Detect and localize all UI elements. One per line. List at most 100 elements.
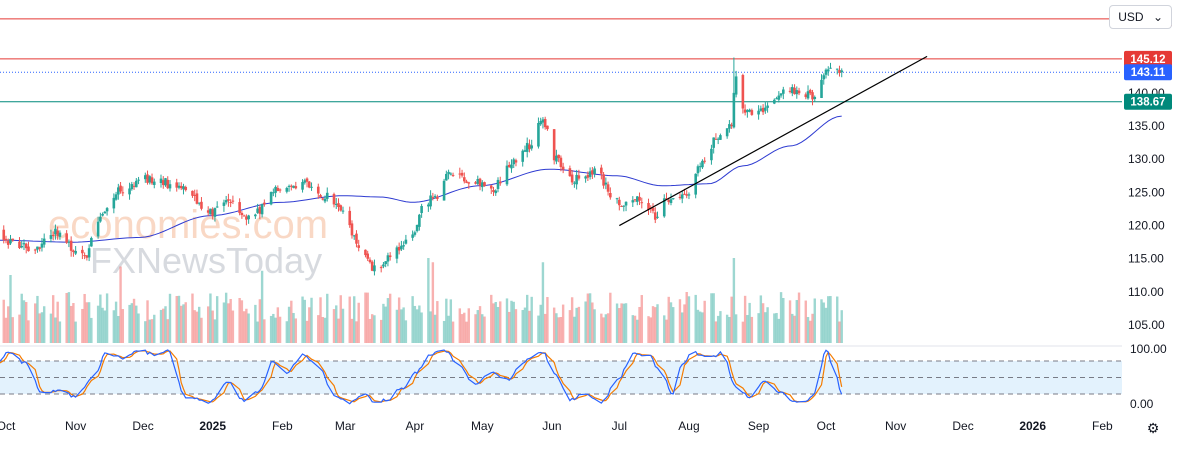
time-axis[interactable]: Oct Nov Dec 2025 Feb Mar Apr May Jun Jul Aug Sep Oct…: [0, 419, 1113, 433]
candle-body: [6, 241, 10, 245]
price-tick-label: 120.00: [1128, 219, 1165, 233]
volume-bar: [85, 302, 89, 343]
volume-bar: [191, 293, 194, 343]
candle-body: [323, 198, 327, 202]
candle-body: [514, 160, 518, 163]
candle-body: [840, 70, 844, 73]
time-tick-label: Sep: [748, 419, 770, 433]
candle-body: [570, 174, 574, 183]
volume-bar: [240, 300, 244, 343]
candle-body: [224, 200, 228, 203]
volume-bar: [258, 299, 262, 343]
candle-body: [397, 247, 401, 251]
candle-body: [651, 207, 655, 211]
volume-bar: [813, 298, 816, 343]
candle-body: [24, 243, 28, 249]
volume-bar: [162, 308, 165, 343]
candle-body: [505, 165, 509, 185]
candle-body: [820, 79, 823, 98]
volume-bar: [570, 297, 574, 343]
candle-body: [476, 179, 480, 184]
price-axis[interactable]: 135.00 130.00 125.00 120.00 115.00 110.00 105.…: [1128, 86, 1167, 411]
volume-bar: [575, 307, 578, 343]
candle-body: [272, 192, 275, 194]
volume-bar: [74, 321, 77, 343]
volume-bar: [402, 307, 405, 343]
candle-body: [541, 119, 545, 123]
price-tick-label: 105.00: [1128, 318, 1165, 332]
trendline-group[interactable]: [619, 55, 928, 227]
candle-body: [222, 202, 226, 206]
volume-bar: [269, 315, 273, 343]
candle-body: [429, 195, 432, 207]
volume-bar: [795, 300, 798, 343]
candle-body: [609, 192, 612, 198]
volume-bar: [649, 317, 652, 343]
volume-bar: [337, 318, 340, 343]
volume-bar: [451, 321, 455, 343]
candle-body: [730, 124, 733, 126]
volume-bar: [791, 313, 794, 343]
candle-body: [732, 92, 736, 128]
candle-body: [370, 261, 374, 271]
candle-body: [263, 202, 266, 205]
volume-bar: [824, 307, 828, 343]
settings-gear-icon[interactable]: ⚙: [1146, 421, 1160, 437]
volume-bar: [586, 293, 590, 343]
volume-bar: [72, 303, 75, 343]
volume-bar: [65, 293, 68, 343]
volume-bar: [339, 295, 342, 343]
candle-body: [366, 253, 369, 259]
volume-bar: [777, 318, 781, 343]
candle-body: [835, 68, 839, 70]
candle-body: [685, 194, 689, 196]
time-tick-label: Feb: [1092, 419, 1113, 433]
volume-bar: [591, 302, 594, 343]
candle-body: [96, 221, 100, 237]
volume-bar: [350, 318, 354, 343]
volume-bar: [541, 262, 545, 343]
candle-body: [382, 264, 385, 267]
price-tick-label: 110.00: [1128, 285, 1164, 299]
volume-bar: [606, 313, 610, 343]
trendline[interactable]: [619, 55, 928, 227]
candle-body: [240, 212, 244, 215]
candle-body: [427, 204, 430, 207]
volume-bar: [600, 313, 603, 343]
price-tick-label: 115.00: [1128, 252, 1164, 266]
candle-body: [301, 182, 304, 190]
candle-body: [191, 190, 194, 196]
candle-body: [638, 196, 641, 201]
watermark-economies: economies.com: [48, 203, 328, 247]
candle-body: [128, 188, 131, 195]
volume-bar: [746, 315, 749, 343]
volume-bar: [615, 303, 619, 343]
volume-bar: [568, 310, 572, 343]
volume-bar: [530, 296, 533, 343]
volume-bar: [838, 321, 841, 343]
volume-bar: [121, 309, 125, 343]
volume-bar: [146, 300, 149, 343]
volume-bar: [788, 300, 792, 343]
candle-body: [716, 138, 720, 140]
volume-bar: [557, 317, 560, 343]
candle-body: [256, 208, 259, 213]
currency-dropdown[interactable]: USD ⌄: [1109, 5, 1172, 29]
volume-bar: [130, 303, 134, 343]
volume-bar: [431, 262, 435, 343]
volume-bar: [681, 312, 684, 343]
volume-bar: [159, 309, 163, 343]
volume-bar: [654, 307, 657, 343]
volume-bar: [573, 316, 576, 343]
candle-body: [197, 202, 201, 204]
volume-bar: [463, 312, 466, 343]
candle-body: [388, 255, 392, 258]
volume-bar: [287, 306, 291, 343]
candle-body: [135, 180, 138, 188]
volume-bar: [748, 302, 751, 343]
candle-body: [633, 199, 637, 201]
volume-bar: [105, 293, 109, 343]
candle-body: [586, 174, 590, 178]
